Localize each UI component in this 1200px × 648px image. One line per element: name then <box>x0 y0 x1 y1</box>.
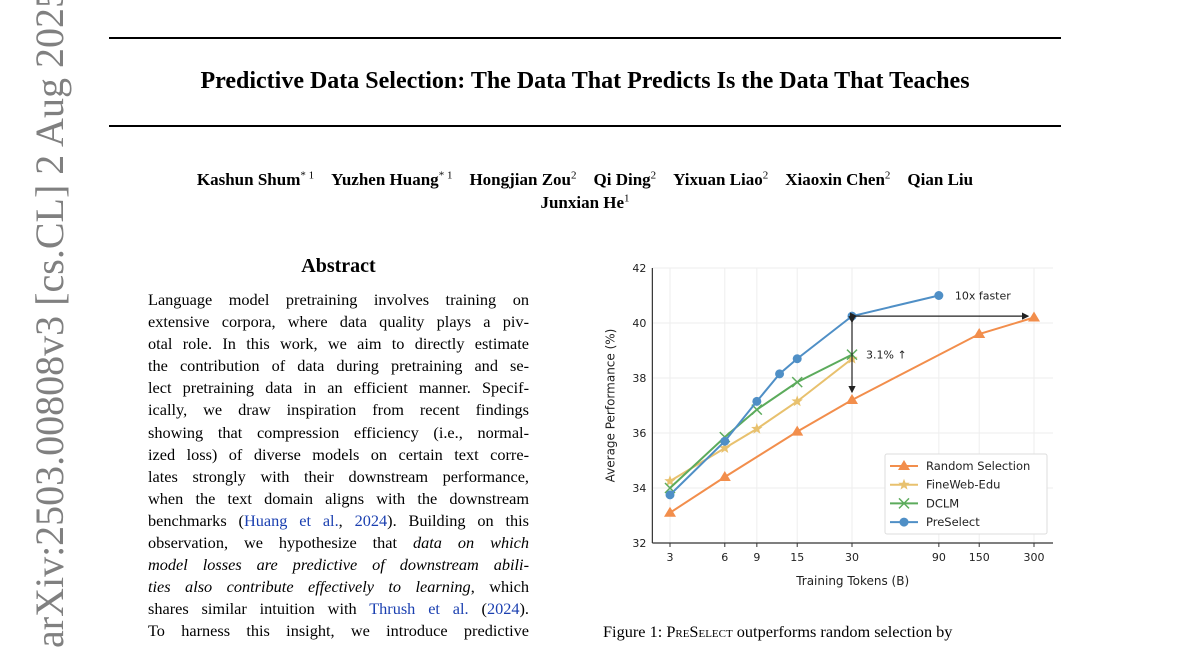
legend-label: DCLM <box>926 496 959 510</box>
y-tick-label: 36 <box>632 427 646 440</box>
abstract-line: lates strongly with their downstream per… <box>148 466 529 486</box>
abstract-line: Language model pretraining involves trai… <box>148 290 529 309</box>
abstract-line: ized loss) of diverse models on certain … <box>148 444 529 464</box>
series-line <box>669 316 1035 514</box>
author: Xiaoxin Chen2 <box>785 169 891 189</box>
y-tick-label: 42 <box>632 262 646 275</box>
author: Yuzhen Huang* 1 <box>331 169 453 189</box>
citation-thrush[interactable]: Thrush et al. <box>369 599 469 619</box>
x-tick-label: 30 <box>845 551 859 564</box>
abstract-line: lect pretraining data in an efficient ma… <box>148 378 529 398</box>
triangle-marker <box>791 425 804 436</box>
x-tick-label: 15 <box>790 551 804 564</box>
abstract-line: observation, we hypothesize that data on… <box>148 533 529 553</box>
legend-box <box>884 453 1048 535</box>
x-axis-label: Training Tokens (B) <box>795 574 909 588</box>
triangle-marker <box>718 471 731 481</box>
author-list: Kashun Shum* 1 Yuzhen Huang* 1 Hongjian … <box>109 169 1061 190</box>
y-tick-label: 38 <box>632 372 646 385</box>
star-marker <box>719 442 731 453</box>
author: Junxian He1 <box>540 192 630 212</box>
y-tick-label: 40 <box>632 317 646 330</box>
arxiv-stamp: arXiv:2503.00808v3 [cs.CL] 2 Aug 2025 <box>27 0 72 648</box>
star-marker <box>664 475 676 486</box>
abstract-line: benchmarks (Huang et al., 2024). Buildin… <box>148 510 530 530</box>
circle-marker <box>720 436 730 446</box>
x-tick-label: 6 <box>721 551 728 564</box>
x-marker <box>898 497 910 509</box>
author: Hongjian Zou2 <box>469 169 577 189</box>
author: Yixuan Liao2 <box>673 169 769 189</box>
x-tick-label: 9 <box>753 551 760 564</box>
circle-marker <box>847 311 857 321</box>
annotation-gain: 3.1% ↑ <box>866 349 907 362</box>
y-tick-label: 34 <box>632 482 646 495</box>
circle-marker <box>934 291 944 300</box>
author: Qi Ding2 <box>593 169 657 189</box>
author: Qian Liu <box>907 169 974 189</box>
y-axis-label: Average Performance (%) <box>603 329 617 483</box>
circle-marker <box>899 517 909 527</box>
title-rule <box>109 125 1061 127</box>
y-tick-label: 32 <box>632 537 646 550</box>
citation-huang-year[interactable]: 2024 <box>354 510 388 530</box>
author: Kashun Shum* 1 <box>196 169 315 189</box>
abstract-line: To harness this insight, we introduce pr… <box>148 621 529 641</box>
circle-marker <box>775 369 785 379</box>
x-marker <box>791 376 803 388</box>
figure-caption: Figure 1: PreSelect outperforms random s… <box>603 622 953 641</box>
x-tick-label: 150 <box>969 551 990 564</box>
citation-thrush-year[interactable]: 2024 <box>486 599 520 619</box>
star-marker <box>898 478 910 490</box>
annotation-10x-faster: 10x faster <box>955 290 1011 303</box>
triangle-marker <box>664 506 676 517</box>
circle-marker <box>752 396 762 406</box>
series-random-selection <box>664 311 1040 517</box>
abstract-heading: Abstract <box>301 255 376 277</box>
top-rule <box>109 37 1061 39</box>
circle-marker <box>792 354 802 364</box>
abstract-line: model losses are predictive of downstrea… <box>148 555 529 575</box>
x-tick-label: 300 <box>1024 551 1045 564</box>
author-list-line2: Junxian He1 <box>109 192 1061 213</box>
abstract-line: shares similar intuition with Thrush et … <box>148 599 529 619</box>
chart-legend: Random Selection FineWeb-Edu DCLM PreSelect <box>884 453 1048 535</box>
triangle-marker <box>973 328 986 338</box>
triangle-marker <box>1028 311 1040 322</box>
legend-label: FineWeb-Edu <box>926 478 1000 492</box>
paper-title: Predictive Data Selection: The Data That… <box>200 68 970 94</box>
star-marker <box>791 395 803 407</box>
abstract-line: otal role. In this work, we aim to direc… <box>148 334 529 354</box>
abstract-line: the contribution of data during pretrain… <box>148 356 529 376</box>
citation-huang[interactable]: Huang et al. <box>243 510 339 530</box>
abstract-line: when the text domain aligns with the dow… <box>148 488 529 508</box>
legend-label: PreSelect <box>926 515 980 529</box>
circle-marker <box>665 490 675 500</box>
abstract-line: extensive corpora, where data quality pl… <box>148 312 529 332</box>
x-tick-label: 3 <box>667 551 674 564</box>
abstract-line: showing that compression efficiency (i.e… <box>148 422 529 442</box>
abstract-body: Language model pretraining involves trai… <box>148 289 529 643</box>
triangle-marker <box>846 394 858 404</box>
triangle-marker <box>898 460 910 470</box>
abstract-line: ically, we draw inspiration from recent … <box>148 400 529 420</box>
x-tick-label: 90 <box>932 551 946 564</box>
legend-label: Random Selection <box>926 459 1030 473</box>
abstract-line: ties also contribute effectively to lear… <box>148 577 529 597</box>
star-marker <box>751 422 763 434</box>
